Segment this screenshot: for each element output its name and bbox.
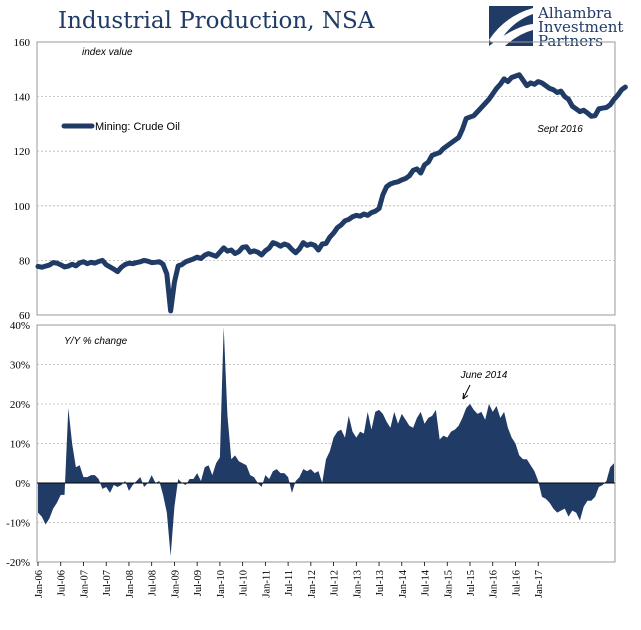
x-tick-label: Jul-08 [148, 570, 159, 596]
top-panel-note: index value [82, 47, 133, 58]
top-panel: 60 80 100 120 140 160 index value Mining: Cru… [14, 37, 628, 322]
top-y-tick-label: 140 [14, 92, 31, 104]
top-y-tick-label: 100 [14, 201, 31, 213]
x-tick-label: Jan-14 [398, 569, 409, 598]
chart-title: Industrial Production, NSA [58, 8, 375, 34]
alhambra-swoosh-logo-icon [489, 6, 533, 46]
x-tick-label: Jul-14 [421, 569, 432, 596]
bottom-y-tick-label: -10% [6, 518, 30, 530]
x-tick-label: Jul-15 [466, 570, 477, 596]
top-gridlines [37, 96, 615, 261]
top-legend: Mining: Crude Oil [61, 121, 180, 133]
x-axis: Jan-06 Jul-06 Jan-07 Jul-07 Jan-08 Jul-08 Jan-… [34, 562, 545, 598]
logo-line-2: Investment [538, 18, 623, 36]
x-tick-label: Jan-10 [216, 570, 227, 598]
x-tick-label: Jan-09 [170, 570, 181, 598]
x-tick-label: Jul-06 [57, 570, 68, 596]
bottom-panel-note: Y/Y % change [64, 336, 128, 347]
x-tick-label: Jan-13 [352, 570, 363, 598]
x-tick-label: Jul-12 [330, 570, 341, 596]
bottom-y-tick-label: 20% [10, 399, 30, 411]
bottom-y-tick-label: 30% [10, 360, 30, 372]
alhambra-logo: Alhambra Investment Partners [489, 4, 623, 50]
x-tick-label: Jul-09 [193, 570, 204, 596]
annotation-arrow [462, 384, 471, 400]
x-tick-label: Jan-07 [79, 570, 90, 598]
bottom-y-axis: -20% -10% 0% 10% 20% 30% 40% [6, 320, 30, 569]
top-y-tick-label: 160 [14, 37, 31, 49]
bottom-gridlines [37, 364, 615, 523]
x-tick-label: Jan-11 [261, 570, 272, 598]
x-tick-label: Jul-13 [375, 570, 386, 596]
bottom-y-tick-label: 0% [15, 478, 30, 490]
top-y-axis: 60 80 100 120 140 160 [14, 37, 31, 322]
top-plot-frame [36, 41, 616, 316]
top-y-tick-label: 80 [19, 255, 31, 267]
x-tick-label: Jul-16 [511, 570, 522, 596]
x-tick-label: Jan-12 [307, 570, 318, 598]
bottom-y-tick-label: 40% [10, 320, 30, 332]
series-area-yy-change [38, 326, 614, 557]
x-tick-label: Jul-11 [284, 570, 295, 596]
x-tick-label: Jan-08 [125, 570, 136, 598]
annotation-june-2014: June 2014 [460, 370, 508, 381]
bottom-panel: -20% -10% 0% 10% 20% 30% 40% Y/Y % change June… [6, 320, 616, 598]
top-y-tick-label: 120 [14, 146, 31, 158]
x-tick-label: Jul-10 [239, 570, 250, 596]
bottom-y-tick-label: -20% [6, 557, 30, 569]
x-tick-label: Jan-16 [489, 570, 500, 598]
x-tick-label: Jan-15 [443, 570, 454, 598]
annotation-sept-2016: Sept 2016 [537, 124, 583, 135]
x-tick-label: Jan-17 [534, 570, 545, 598]
x-tick-label: Jan-06 [34, 570, 45, 598]
legend-label: Mining: Crude Oil [95, 121, 180, 133]
series-line-crude-oil [35, 72, 628, 314]
top-y-tick-label: 60 [19, 310, 31, 322]
logo-line-3: Partners [538, 32, 603, 50]
logo-line-1: Alhambra [537, 4, 612, 22]
x-tick-label: Jul-07 [102, 570, 113, 596]
bottom-y-tick-label: 10% [10, 439, 30, 451]
